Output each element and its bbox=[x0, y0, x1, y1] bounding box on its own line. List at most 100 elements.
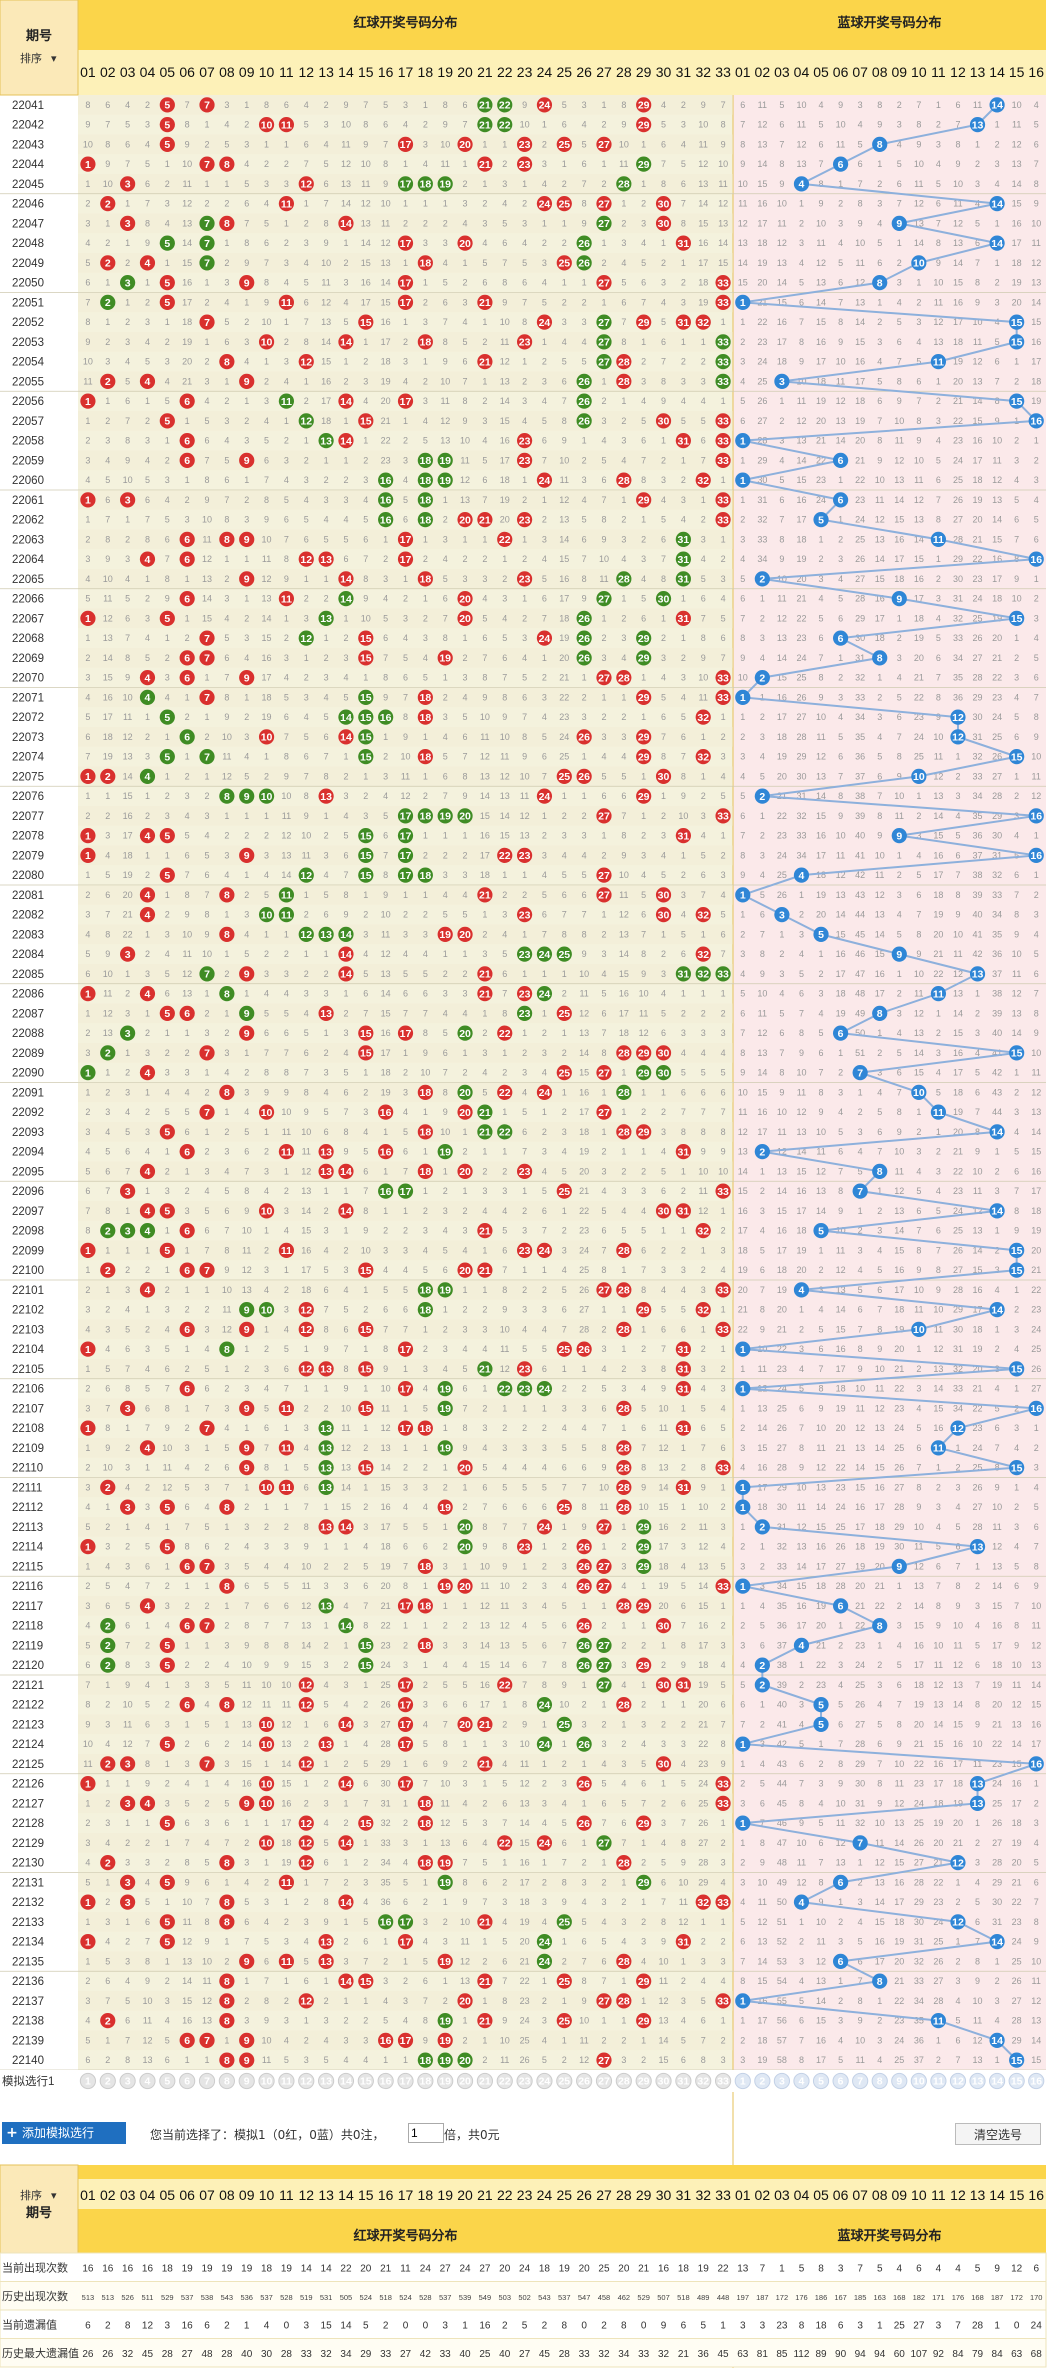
omission-value: 8 bbox=[165, 1403, 170, 1413]
omission-value: 1 bbox=[244, 396, 249, 406]
repeat-red-ball bbox=[278, 393, 295, 409]
omission-value: 8 bbox=[661, 376, 666, 386]
omission-value: 2 bbox=[721, 732, 726, 742]
omission-value: 1 bbox=[423, 100, 428, 110]
omission-value: 5 bbox=[423, 436, 428, 446]
omission-value: 1 bbox=[482, 317, 487, 327]
omission-value: 13 bbox=[341, 179, 351, 189]
omission-value: 2 bbox=[955, 1463, 960, 1473]
omission-value: 3 bbox=[542, 1798, 547, 1808]
omission-value: 18 bbox=[933, 1798, 943, 1808]
omission-value: 5 bbox=[125, 120, 130, 130]
omission-value: 4 bbox=[105, 1561, 110, 1571]
omission-value: 1 bbox=[363, 1680, 368, 1690]
omission-value: 7 bbox=[916, 1226, 921, 1236]
omission-value: 9 bbox=[897, 396, 902, 406]
omission-value: 3 bbox=[936, 139, 941, 149]
omission-value: 38 bbox=[973, 870, 983, 880]
omission-value: 18 bbox=[796, 1226, 806, 1236]
omission-value: 2 bbox=[284, 159, 289, 169]
omission-value: 58 bbox=[777, 2055, 787, 2065]
omission-value: 13 bbox=[262, 594, 272, 604]
omission-value: 12 bbox=[894, 455, 904, 465]
omission-value: 22 bbox=[914, 1759, 924, 1769]
omission-value: 51 bbox=[777, 1917, 787, 1927]
omission-value: 1 bbox=[641, 771, 646, 781]
omission-value: 4 bbox=[1014, 831, 1019, 841]
omission-value: 3 bbox=[858, 1897, 863, 1907]
omission-value: 5 bbox=[284, 1344, 289, 1354]
omission-value: 2 bbox=[482, 1956, 487, 1966]
omission-value: 2 bbox=[324, 475, 329, 485]
omission-value: 8 bbox=[423, 1028, 428, 1038]
blue-ball-number: 9 bbox=[896, 218, 902, 230]
omission-value: 9 bbox=[244, 258, 249, 268]
omission-value: 1 bbox=[165, 1226, 170, 1236]
omission-value: 2 bbox=[284, 1186, 289, 1196]
omission-value: 3 bbox=[799, 1344, 804, 1354]
omission-value: 6 bbox=[760, 1640, 765, 1650]
omission-value: 17 bbox=[182, 297, 192, 307]
omission-value: 9 bbox=[185, 139, 190, 149]
omission-value: 3 bbox=[582, 1719, 587, 1729]
omission-value: 1 bbox=[403, 1364, 408, 1374]
omission-value: 7 bbox=[363, 1798, 368, 1808]
omission-value: 3 bbox=[721, 1028, 726, 1038]
omission-value: 10 bbox=[381, 1384, 391, 1394]
omission-value: 2 bbox=[145, 297, 150, 307]
omission-value: 4 bbox=[502, 613, 507, 623]
omission-value: 3 bbox=[1014, 811, 1019, 821]
omission-value: 3 bbox=[740, 752, 745, 762]
omission-value: 10 bbox=[933, 732, 943, 742]
omission-value: 8 bbox=[145, 1759, 150, 1769]
omission-value: 10 bbox=[816, 712, 826, 722]
period-label: 22105 bbox=[12, 1364, 44, 1376]
omission-value: 25 bbox=[973, 1463, 983, 1473]
omission-value: 4 bbox=[819, 1305, 824, 1315]
omission-value: 33 bbox=[914, 1976, 924, 1986]
omission-value: 21 bbox=[953, 1838, 963, 1848]
omission-value: 8 bbox=[205, 910, 210, 920]
omission-value: 14 bbox=[914, 534, 924, 544]
red-ball-number: 5 bbox=[164, 751, 170, 763]
omission-value: 9 bbox=[85, 1719, 90, 1729]
omission-value: 10 bbox=[796, 376, 806, 386]
period-label: 22049 bbox=[12, 258, 44, 270]
omission-value: 3 bbox=[502, 1186, 507, 1196]
omission-value: 4 bbox=[995, 1285, 1000, 1295]
omission-value: 1 bbox=[224, 2035, 229, 2045]
red-ball bbox=[715, 433, 731, 449]
red-ball-number: 29 bbox=[638, 791, 650, 803]
omission-value: 1 bbox=[681, 989, 686, 999]
blue-ball-number: 6 bbox=[838, 455, 844, 467]
omission-value: 4 bbox=[482, 1344, 487, 1354]
omission-value: 3 bbox=[740, 1561, 745, 1571]
omission-value: 14 bbox=[875, 929, 885, 939]
red-ball bbox=[397, 136, 414, 152]
omission-value: 34 bbox=[953, 1403, 963, 1413]
omission-value: 6 bbox=[641, 1245, 646, 1255]
omission-value: 7 bbox=[740, 120, 745, 130]
omission-value: 15 bbox=[816, 2016, 826, 2026]
omission-value: 3 bbox=[304, 989, 309, 999]
omission-value: 13 bbox=[796, 1127, 806, 1137]
omission-value: 14 bbox=[480, 791, 490, 801]
omission-value: 4 bbox=[681, 396, 686, 406]
omission-value: 2 bbox=[165, 653, 170, 663]
omission-value: 3 bbox=[955, 1976, 960, 1986]
omission-value: 3 bbox=[125, 1285, 130, 1295]
omission-value: 17 bbox=[281, 1818, 291, 1828]
omission-value: 14 bbox=[659, 1482, 669, 1492]
omission-value: 23 bbox=[1031, 1305, 1041, 1315]
omission-value: 3 bbox=[343, 791, 348, 801]
omission-value: 14 bbox=[992, 1581, 1002, 1591]
omission-value: 1 bbox=[244, 870, 249, 880]
omission-value: 9 bbox=[582, 218, 587, 228]
omission-value: 10 bbox=[973, 1166, 983, 1176]
omission-value: 3 bbox=[363, 811, 368, 821]
row-stripe bbox=[78, 1161, 733, 1182]
omission-value: 4 bbox=[522, 1621, 527, 1631]
red-ball bbox=[655, 215, 672, 231]
omission-value: 1 bbox=[363, 1068, 368, 1078]
omission-value: 20 bbox=[757, 278, 767, 288]
